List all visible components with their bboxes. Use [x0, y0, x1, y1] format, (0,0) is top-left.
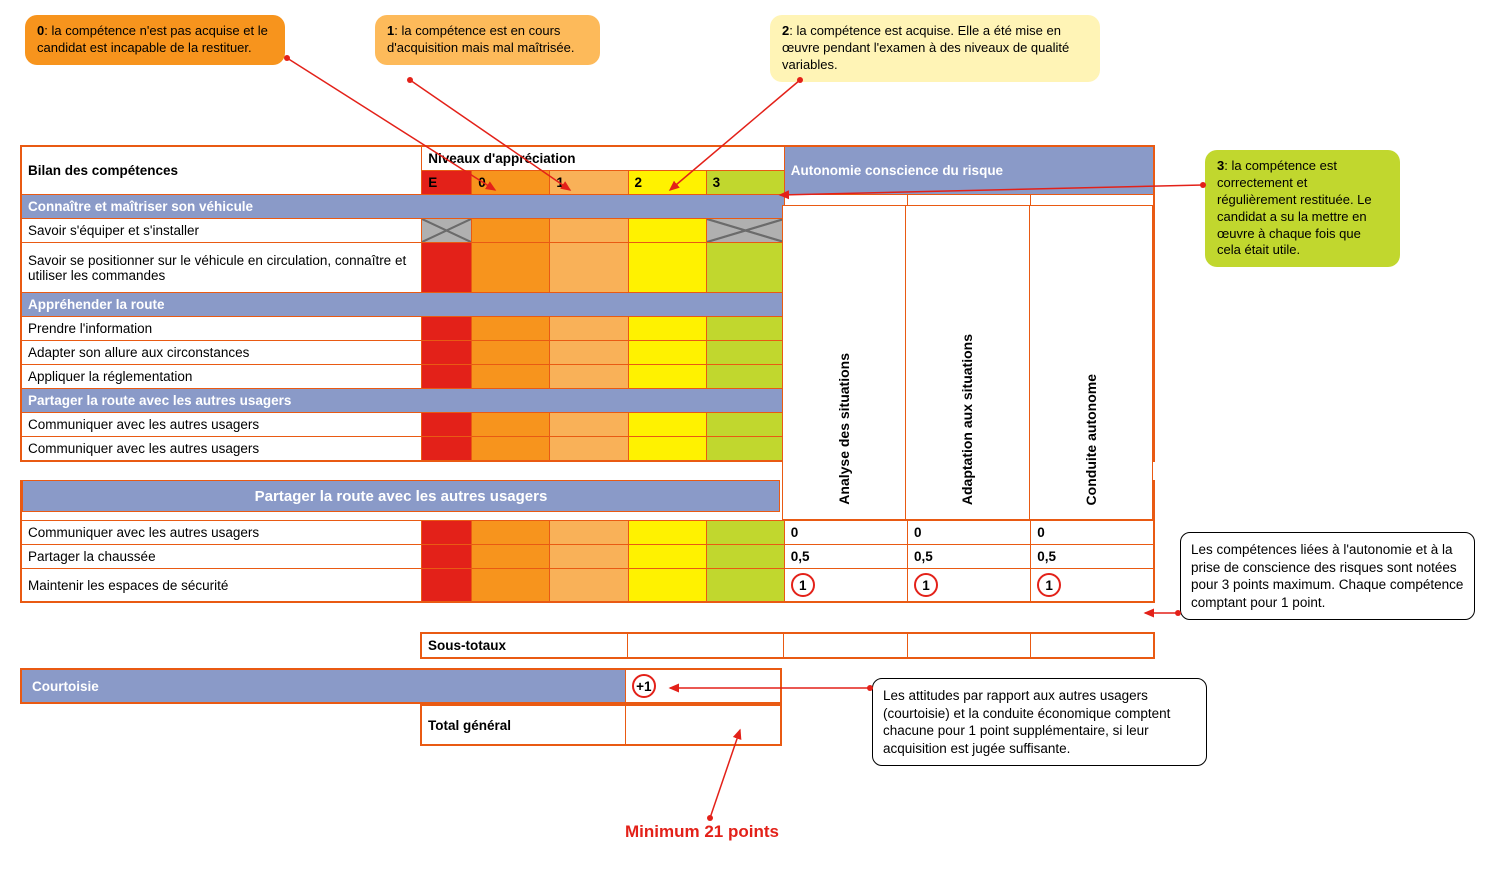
level-header-0: 0: [472, 171, 550, 195]
level-header-2: 2: [628, 171, 706, 195]
section-3-title: Partager la route avec les autres usager…: [21, 389, 784, 413]
level-header-E: E: [422, 171, 472, 195]
courtoisie-row: Courtoisie +1: [20, 668, 782, 704]
level-header-3: 3: [706, 171, 784, 195]
header-bilan: Bilan des compétences: [21, 146, 422, 195]
section-2-title: Appréhender la route: [21, 293, 784, 317]
table-row: Communiquer avec les autres usagers 0 0 …: [21, 521, 1154, 545]
courtoisie-label: Courtoisie: [21, 669, 625, 703]
total-label: Total général: [421, 705, 626, 745]
autonomy-col-3-label: Conduite autonome: [1083, 370, 1099, 509]
header-autonomie: Autonomie conscience du risque: [784, 146, 1154, 195]
callout-level-1: 1: la compétence est en cours d'acquisit…: [375, 15, 600, 65]
total-row: Total général: [420, 704, 782, 746]
subtotal-row: Sous-totaux: [420, 632, 1155, 659]
callout-level-3: 3: la compétence est correctement et rég…: [1205, 150, 1400, 267]
competency-table-lower: Communiquer avec les autres usagers 0 0 …: [20, 520, 1155, 603]
note-courtoisie-points: Les attitudes par rapport aux autres usa…: [872, 678, 1207, 766]
table-row: Partager la chaussée 0,5 0,5 0,5: [21, 545, 1154, 569]
section-1-title: Connaître et maîtriser son véhicule: [21, 195, 784, 219]
callout-level-2: 2: la compétence est acquise. Elle a été…: [770, 15, 1100, 82]
level-header-1: 1: [550, 171, 628, 195]
callout-level-0: 0: la compétence n'est pas acquise et le…: [25, 15, 285, 65]
subtotal-label: Sous-totaux: [421, 633, 628, 658]
note-autonomy-points: Les compétences liées à l'autonomie et à…: [1180, 532, 1475, 620]
callout-1-text: : la compétence est en cours d'acquisiti…: [387, 23, 574, 55]
section-3-title-overlay: Partager la route avec les autres usager…: [22, 480, 780, 512]
header-niveaux: Niveaux d'appréciation: [422, 146, 785, 171]
minimum-points-label: Minimum 21 points: [625, 822, 779, 842]
autonomy-col-1-label: Analyse des situations: [836, 349, 852, 509]
callout-2-text: : la compétence est acquise. Elle a été …: [782, 23, 1069, 72]
autonomy-col-2-label: Adaptation aux situations: [959, 330, 975, 509]
callout-3-text: : la compétence est correctement et régu…: [1217, 158, 1372, 257]
evaluation-grid-figure: 0 : la compétence n'est pas acquise et le…: [10, 10, 1490, 880]
courtoisie-bonus: +1: [632, 674, 656, 698]
table-row: Maintenir les espaces de sécurité 1 1 1: [21, 569, 1154, 603]
callout-0-text: : la compétence n'est pas acquise et le …: [37, 23, 268, 55]
